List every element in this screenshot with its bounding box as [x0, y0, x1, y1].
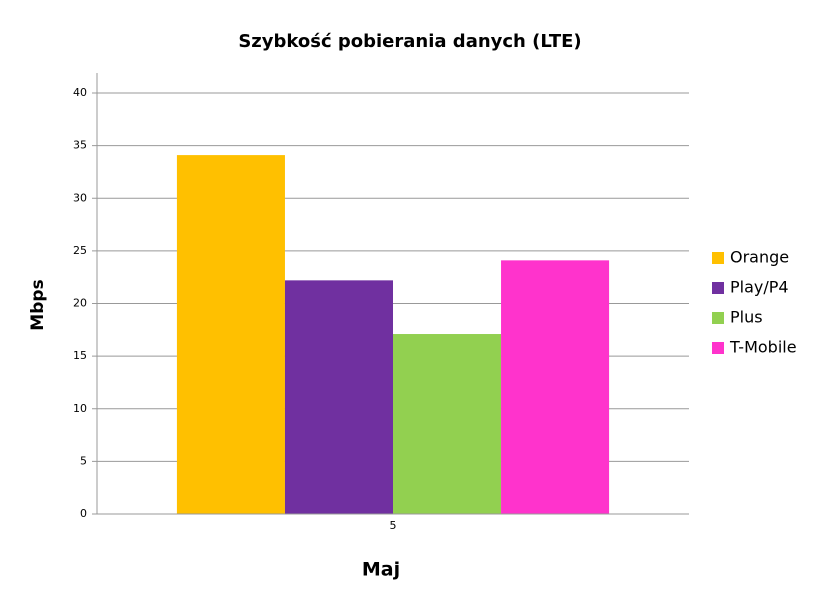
y-tick-label: 20 — [73, 297, 87, 310]
legend-label: T-Mobile — [729, 338, 797, 357]
bar — [393, 334, 502, 514]
legend-swatch — [712, 312, 724, 324]
x-tick-label: 5 — [390, 519, 397, 532]
y-tick-label: 25 — [73, 244, 87, 257]
y-axis-label: Mbps — [28, 279, 48, 330]
bar — [176, 155, 285, 514]
bar — [501, 260, 610, 514]
legend-swatch — [712, 342, 724, 354]
y-tick-label: 5 — [80, 454, 87, 467]
bar — [284, 280, 393, 514]
y-tick-label: 10 — [73, 402, 87, 415]
legend-label: Plus — [730, 308, 763, 327]
legend-swatch — [712, 282, 724, 294]
legend-label: Play/P4 — [730, 278, 789, 297]
y-tick-label: 15 — [73, 349, 87, 362]
legend-label: Orange — [730, 248, 789, 267]
chart-title: Szybkość pobierania danych (LTE) — [238, 31, 581, 52]
y-tick-label: 0 — [80, 507, 87, 520]
y-tick-label: 30 — [73, 191, 87, 204]
y-tick-label: 35 — [73, 139, 87, 152]
x-axis-label: Maj — [362, 559, 400, 581]
legend-swatch — [712, 252, 724, 264]
y-tick-label: 40 — [73, 86, 87, 99]
